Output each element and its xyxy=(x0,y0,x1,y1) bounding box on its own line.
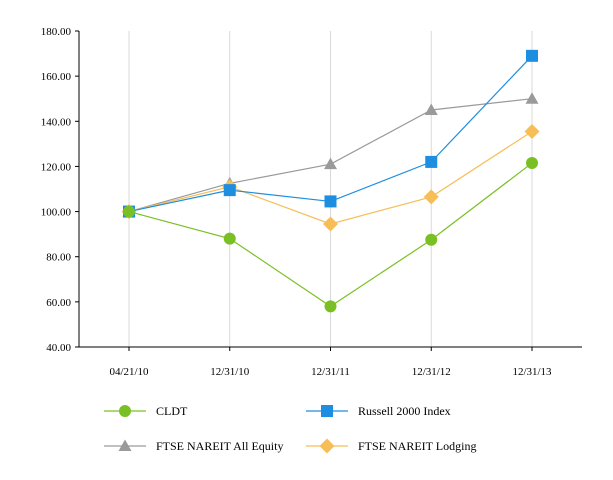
data-point-square xyxy=(425,155,438,168)
data-point-circle xyxy=(223,232,236,245)
data-point-square xyxy=(324,195,337,208)
y-tick-label: 80.00 xyxy=(46,252,71,264)
legend-label: Russell 2000 Index xyxy=(358,404,451,418)
legend: CLDT Russell 2000 Index FTSE NAREIT All Eq… xyxy=(104,404,476,454)
legend-marker-square xyxy=(321,405,333,417)
y-tick-label: 120.00 xyxy=(41,161,72,173)
legend-item: CLDT xyxy=(104,404,188,418)
y-tick-label: 140.00 xyxy=(41,116,72,128)
x-tick-label: 12/31/13 xyxy=(512,366,552,378)
legend-item: FTSE NAREIT Lodging xyxy=(306,438,476,454)
series-cldt xyxy=(123,157,538,313)
data-point-square xyxy=(223,184,236,197)
legend-item: Russell 2000 Index xyxy=(306,404,451,418)
x-tick-label: 12/31/12 xyxy=(412,366,451,378)
y-tick-label: 160.00 xyxy=(41,71,72,83)
legend-marker-diamond xyxy=(319,438,335,454)
data-point-diamond xyxy=(323,216,338,232)
data-point-triangle xyxy=(324,157,337,170)
x-tick-label: 12/31/10 xyxy=(210,366,250,378)
y-tick-label: 40.00 xyxy=(46,342,71,354)
legend-marker-triangle xyxy=(118,439,132,451)
data-point-square xyxy=(526,49,538,62)
data-point-triangle xyxy=(424,103,438,115)
data-point-diamond xyxy=(524,123,540,139)
grid-layer xyxy=(128,31,533,347)
y-tick-label: 100.00 xyxy=(41,207,72,219)
data-point-circle xyxy=(425,233,438,246)
legend-item: FTSE NAREIT All Equity xyxy=(104,439,283,453)
axis-layer: 40.00 60.00 80.00 100.00 120.00 140.00 160.00 1… xyxy=(41,26,582,378)
y-tick-label: 60.00 xyxy=(46,297,71,309)
data-point-diamond xyxy=(423,189,439,205)
legend-label: FTSE NAREIT All Equity xyxy=(156,439,283,453)
data-point-circle xyxy=(324,300,337,313)
legend-marker-circle xyxy=(119,405,131,417)
y-tick-label: 180.00 xyxy=(41,26,72,38)
legend-label: FTSE NAREIT Lodging xyxy=(358,439,476,453)
data-point-circle xyxy=(526,157,538,170)
data-point-circle xyxy=(123,205,135,218)
x-tick-label: 04/21/10 xyxy=(109,366,149,378)
data-point-triangle xyxy=(525,92,539,104)
series-layer xyxy=(121,49,540,313)
x-tick-label: 12/31/11 xyxy=(311,366,350,378)
legend-label: CLDT xyxy=(156,404,188,418)
